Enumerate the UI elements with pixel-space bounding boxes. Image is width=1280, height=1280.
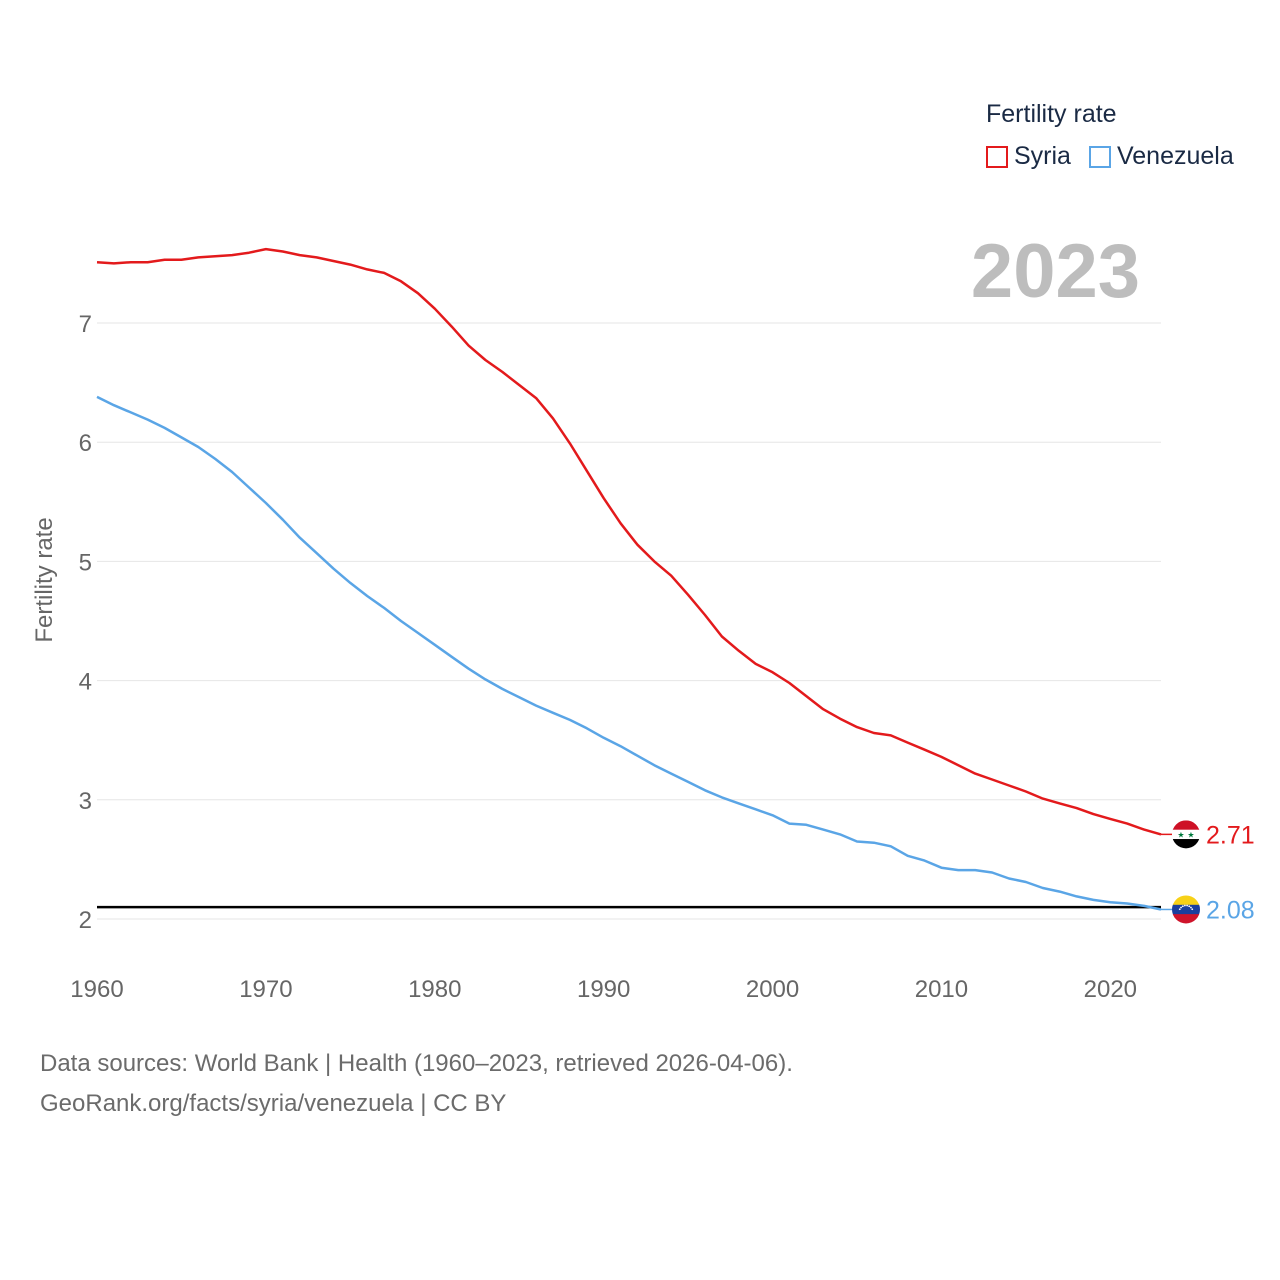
y-tick-label-3: 3 bbox=[79, 788, 92, 815]
syria-flag-stripe bbox=[1172, 829, 1200, 840]
legend-label-venezuela: Venezuela bbox=[1116, 142, 1234, 170]
x-tick-label-2010: 2010 bbox=[915, 976, 968, 1003]
y-axis-ticks: 2 3 4 5 6 7 bbox=[79, 311, 92, 934]
syria-flag-stripe bbox=[1172, 820, 1200, 831]
venezuela-flag-stripe bbox=[1172, 914, 1200, 924]
x-tick-label-1970: 1970 bbox=[239, 976, 292, 1003]
legend-title: Fertility rate bbox=[986, 100, 1117, 128]
x-tick-label-1960: 1960 bbox=[70, 976, 123, 1003]
legend-label-syria: Syria bbox=[1014, 142, 1071, 170]
y-axis-label: Fertility rate bbox=[31, 517, 58, 642]
legend-swatch-venezuela bbox=[1088, 145, 1111, 168]
x-tick-label-1980: 1980 bbox=[408, 976, 461, 1003]
legend-swatch-syria bbox=[986, 145, 1008, 168]
flag-star bbox=[1178, 908, 1181, 911]
x-tick-label-2020: 2020 bbox=[1084, 976, 1137, 1003]
venezuela-flag-icon bbox=[1172, 895, 1200, 924]
x-tick-label-1990: 1990 bbox=[577, 976, 630, 1003]
venezuela-flag-stripe bbox=[1172, 904, 1200, 915]
flag-star bbox=[1181, 905, 1184, 908]
flag-star bbox=[1188, 905, 1191, 908]
flag-star bbox=[1184, 904, 1186, 907]
flag-star: ★ bbox=[1187, 830, 1194, 839]
year-label: 2023 bbox=[970, 229, 1140, 314]
flag-star bbox=[1180, 906, 1182, 909]
attribution-link[interactable]: GeoRank.org/facts/syria/venezuela | CC B… bbox=[40, 1090, 507, 1117]
series-line-venezuela bbox=[96, 395, 1162, 911]
x-tick-label-2000: 2000 bbox=[746, 976, 799, 1003]
venezuela-flag-stripe bbox=[1172, 895, 1200, 906]
end-value-label-venezuela: 2.08 bbox=[1206, 896, 1255, 924]
syria-flag-stripe bbox=[1172, 839, 1200, 849]
end-labels: ★ ★ 2.712.08 bbox=[1161, 820, 1255, 924]
flag-star bbox=[1191, 908, 1194, 911]
series-line-syria bbox=[96, 247, 1162, 836]
syria-flag-icon: ★ ★ bbox=[1172, 820, 1200, 849]
y-tick-label-6: 6 bbox=[79, 430, 92, 457]
legend-item-venezuela[interactable]: Venezuela bbox=[1088, 142, 1234, 171]
legend-item-syria[interactable]: Syria bbox=[986, 142, 1071, 171]
flag-star bbox=[1190, 906, 1192, 909]
series-lines bbox=[96, 247, 1162, 911]
y-tick-label-5: 5 bbox=[79, 549, 92, 576]
y-tick-label-4: 4 bbox=[79, 669, 92, 696]
footer: Data sources: World Bank | Health (1960–… bbox=[40, 1044, 793, 1124]
end-value-label-syria: 2.71 bbox=[1206, 821, 1255, 849]
legend: Syria Venezuela bbox=[986, 142, 1252, 171]
x-axis-ticks: 1960 1970 1980 1990 2000 2010 2020 bbox=[70, 976, 1137, 1003]
y-tick-label-7: 7 bbox=[79, 311, 92, 338]
flag-star bbox=[1186, 904, 1188, 907]
grid-lines bbox=[97, 322, 1161, 920]
data-sources-text: Data sources: World Bank | Health (1960–… bbox=[40, 1050, 793, 1077]
flag-star: ★ bbox=[1177, 830, 1184, 839]
y-tick-label-2: 2 bbox=[79, 907, 92, 934]
